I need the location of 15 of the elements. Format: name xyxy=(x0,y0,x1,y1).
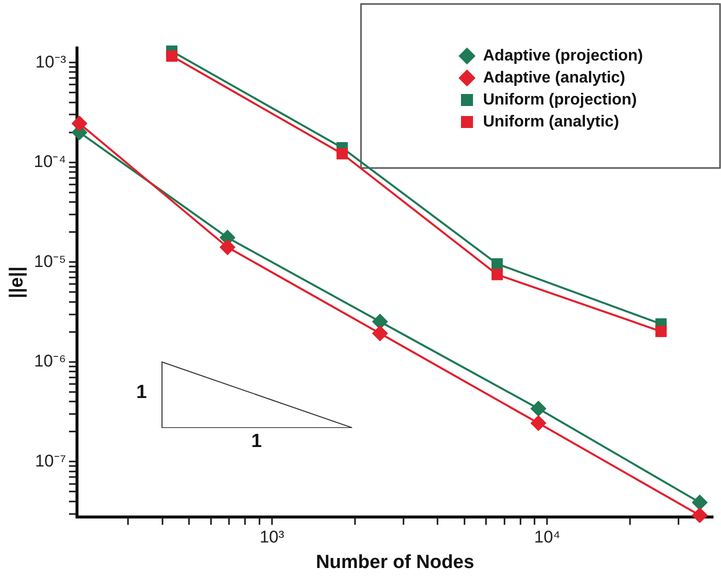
x-tick-label: 10⁴ xyxy=(534,528,560,547)
annotation: 1 xyxy=(136,382,147,404)
legend-label: Adaptive (projection) xyxy=(483,47,644,64)
y-tick-label: 10⁻⁷ xyxy=(34,451,66,470)
legend-label: Adaptive (analytic) xyxy=(483,69,626,86)
y-tick-label: 10⁻⁵ xyxy=(34,252,66,271)
annotation: 1 xyxy=(251,431,262,454)
y-tick-label: 10⁻³ xyxy=(35,52,66,72)
legend-label: Uniform (projection) xyxy=(483,91,637,108)
y-tick-label: 10⁻⁶ xyxy=(34,352,66,371)
legend-label: Uniform (analytic) xyxy=(483,113,620,130)
x-tick-label: 10³ xyxy=(260,528,285,547)
x-axis-title: Number of Nodes xyxy=(316,552,474,573)
y-axis-title: ||e|| xyxy=(6,266,28,298)
y-tick-label: 10⁻⁴ xyxy=(34,152,66,172)
